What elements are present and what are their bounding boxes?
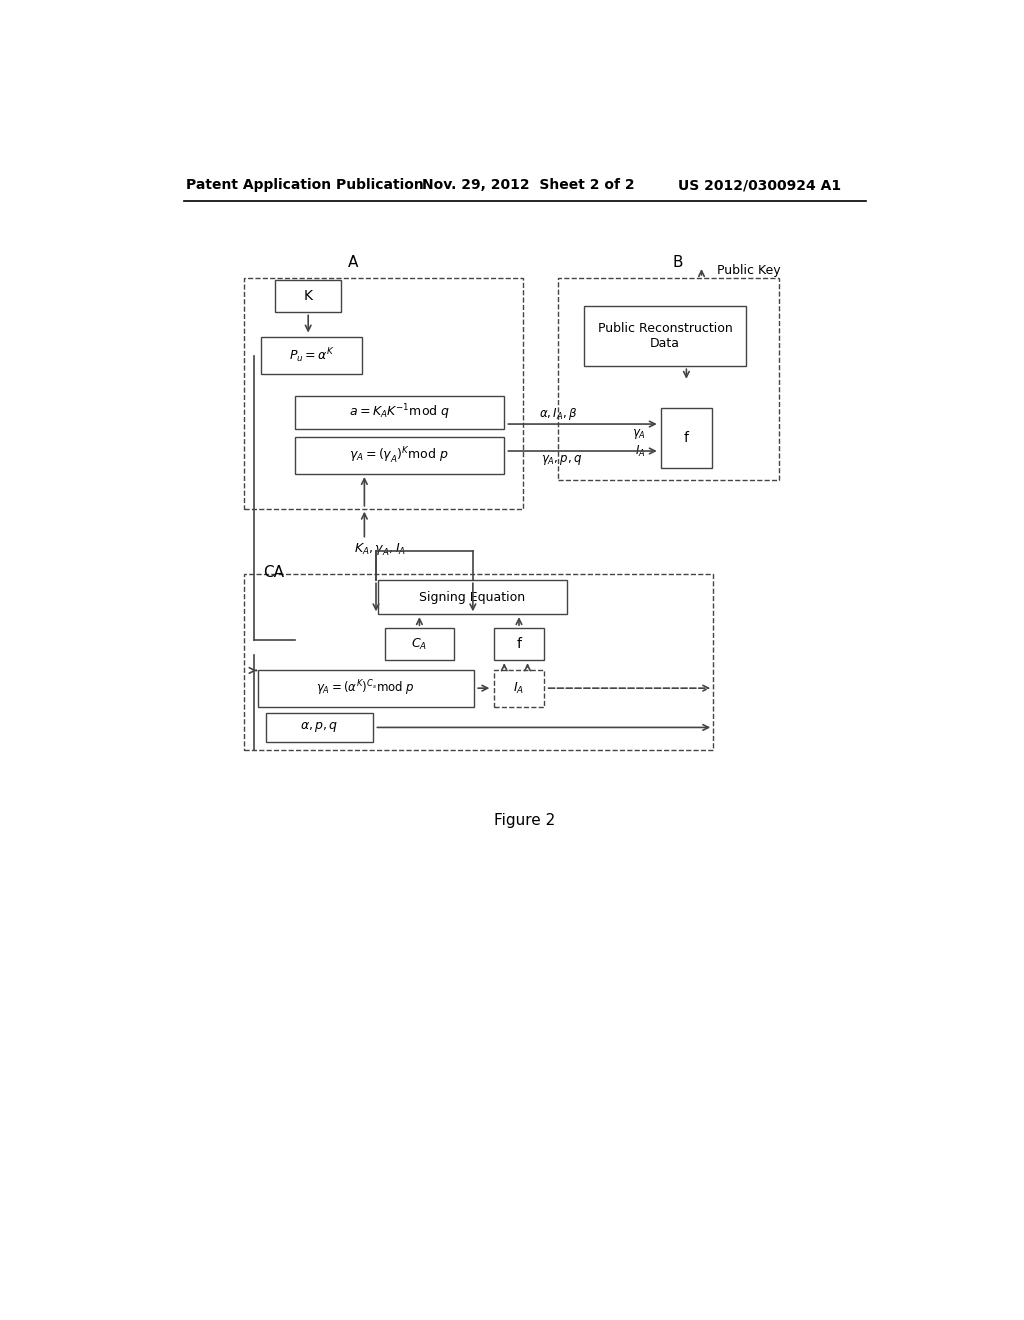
Text: $I_A$: $I_A$: [513, 681, 524, 696]
Text: Nov. 29, 2012  Sheet 2 of 2: Nov. 29, 2012 Sheet 2 of 2: [423, 178, 635, 193]
Text: Public Reconstruction
Data: Public Reconstruction Data: [598, 322, 732, 350]
Text: $C_A$: $C_A$: [412, 636, 427, 652]
Text: US 2012/0300924 A1: US 2012/0300924 A1: [678, 178, 842, 193]
FancyBboxPatch shape: [584, 306, 746, 367]
Text: Signing Equation: Signing Equation: [420, 591, 525, 603]
Text: B: B: [673, 255, 683, 269]
FancyBboxPatch shape: [378, 581, 567, 614]
FancyBboxPatch shape: [558, 277, 779, 480]
FancyBboxPatch shape: [494, 669, 544, 706]
Text: $K_A, \gamma_A^{\ }, I_A$: $K_A, \gamma_A^{\ }, I_A$: [354, 541, 406, 558]
FancyBboxPatch shape: [295, 437, 504, 474]
FancyBboxPatch shape: [275, 280, 341, 313]
Text: A: A: [347, 255, 358, 269]
FancyBboxPatch shape: [258, 669, 474, 706]
Text: $P_u = \alpha^K$: $P_u = \alpha^K$: [289, 346, 335, 364]
Text: K: K: [304, 289, 312, 304]
FancyBboxPatch shape: [245, 574, 713, 750]
Text: $\gamma_A, p, q$: $\gamma_A, p, q$: [542, 453, 583, 467]
Text: f: f: [516, 638, 521, 651]
FancyBboxPatch shape: [245, 277, 523, 508]
Text: $a = K_A K^{-1}\mathrm{mod}\ q$: $a = K_A K^{-1}\mathrm{mod}\ q$: [349, 403, 450, 422]
Text: CA: CA: [263, 565, 285, 581]
FancyBboxPatch shape: [494, 628, 544, 660]
Text: Figure 2: Figure 2: [495, 813, 555, 828]
Text: Patent Application Publication: Patent Application Publication: [186, 178, 424, 193]
FancyBboxPatch shape: [385, 628, 454, 660]
FancyBboxPatch shape: [261, 337, 362, 374]
Text: f: f: [684, 430, 689, 445]
FancyBboxPatch shape: [662, 408, 712, 469]
Text: $\gamma_A$: $\gamma_A$: [632, 428, 646, 441]
Text: $\gamma_A = (\alpha^K)^{C_s}\mathrm{mod}\ p$: $\gamma_A = (\alpha^K)^{C_s}\mathrm{mod}…: [316, 678, 416, 698]
Text: $I_A$: $I_A$: [635, 444, 646, 458]
Text: $\gamma_A = (\gamma_A^{\ })^K\mathrm{mod}\ p$: $\gamma_A = (\gamma_A^{\ })^K\mathrm{mod…: [349, 446, 450, 466]
Text: $\alpha, I_A, \beta$: $\alpha, I_A, \beta$: [539, 407, 578, 422]
FancyBboxPatch shape: [266, 713, 373, 742]
FancyBboxPatch shape: [295, 396, 504, 429]
Text: $\alpha, p, q$: $\alpha, p, q$: [300, 721, 339, 734]
Text: Public Key: Public Key: [717, 264, 780, 277]
